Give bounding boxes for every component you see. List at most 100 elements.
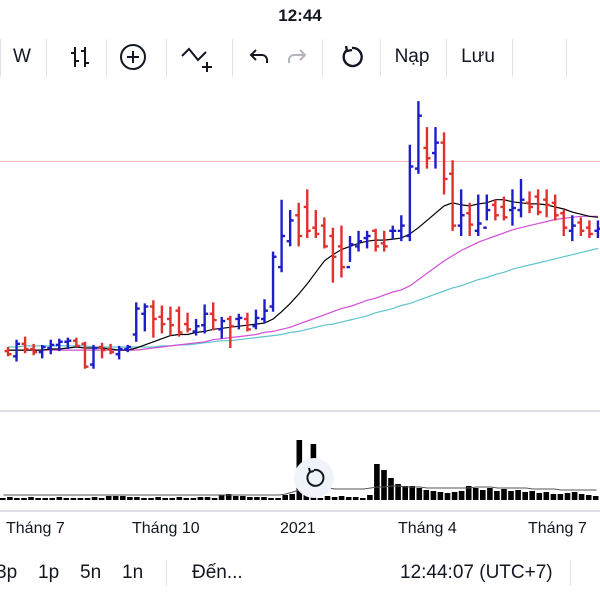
ohlc-bar (226, 315, 234, 348)
volume-bar (317, 498, 324, 500)
volume-bar (247, 497, 253, 500)
volume-bar (232, 496, 239, 500)
volume-bar (571, 492, 578, 500)
plus-circle-icon (120, 44, 146, 70)
ohlc-bar (30, 343, 38, 356)
volume-bar (367, 495, 373, 500)
ohlc-bar (13, 339, 21, 362)
ohlc-bar (543, 189, 551, 218)
volume-bar (204, 497, 211, 500)
volume-bar (480, 490, 486, 500)
toolbar-divider (446, 39, 447, 77)
volume-bar (84, 498, 91, 500)
ohlc-bar (184, 312, 192, 333)
volume-bar (522, 492, 528, 500)
timezone-clock[interactable]: 12:44:07 (UTC+7) (400, 562, 553, 583)
volume-bar (395, 484, 401, 500)
ohlc-bar (346, 236, 354, 269)
volume-bar (374, 464, 380, 500)
volume-bar (529, 491, 535, 500)
reload-icon (342, 45, 363, 68)
volume-bar (240, 496, 246, 500)
ohlc-bar (192, 318, 200, 336)
ohlc-bar (594, 220, 600, 239)
volume-bar (585, 495, 592, 500)
volume-bar (77, 498, 84, 500)
undo-button[interactable] (242, 30, 276, 84)
volume-bar (416, 488, 423, 500)
volume-bar (515, 490, 521, 500)
chart-area[interactable]: Tháng 7 Tháng 10 2021 Tháng 4 Tháng 7 (0, 86, 600, 546)
volume-bar (7, 497, 13, 500)
volume-bar (423, 490, 430, 500)
save-layout-button[interactable]: Lưu (452, 30, 504, 84)
ohlc-bar (577, 217, 585, 236)
reload-button[interactable] (334, 30, 370, 84)
undo-icon (249, 49, 268, 63)
save-label: Lưu (461, 46, 495, 67)
toolbar-divider (566, 39, 567, 77)
drawing-tools-button[interactable] (176, 30, 220, 84)
ohlc-bar (466, 202, 474, 236)
redo-button[interactable] (280, 30, 314, 84)
volume-bar (345, 497, 352, 500)
ohlc-bar (491, 199, 499, 221)
ohlc-bar (209, 302, 217, 331)
ohlc-bar (149, 300, 157, 338)
ohlc-bar (483, 194, 491, 229)
volume-bar (0, 498, 6, 500)
ohlc-bar (372, 228, 380, 252)
volume-bar (564, 493, 571, 500)
volume-bar (42, 498, 48, 500)
load-layout-button[interactable]: Nạp (386, 30, 438, 84)
add-indicator-button[interactable] (112, 30, 154, 84)
ma-slow-line (8, 247, 599, 348)
reset-icon (306, 467, 325, 487)
ohlc-bar (235, 313, 243, 330)
ohlc-bar (47, 339, 55, 355)
volume-bar (338, 496, 345, 500)
volume-bar (21, 498, 27, 500)
status-time: 12:44 (278, 6, 322, 25)
time-axis-label: 2021 (280, 520, 316, 537)
volume-bar (430, 491, 437, 500)
chart-type-button[interactable] (60, 30, 100, 84)
volume-bar (444, 493, 451, 500)
ohlc-bar (201, 304, 209, 334)
ohlc-bar (64, 337, 72, 350)
volume-bar (211, 498, 218, 500)
interval-button[interactable]: W (4, 30, 40, 84)
range-button-3p[interactable]: 3p (0, 562, 18, 583)
ohlc-bar (166, 306, 174, 336)
volume-bar (578, 494, 585, 500)
range-button-1n[interactable]: 1n (122, 562, 144, 583)
range-button-5n[interactable]: 5n (80, 562, 102, 583)
range-button-1p[interactable]: 1p (38, 562, 60, 583)
ohlc-bar (55, 338, 63, 352)
volume-bar (543, 492, 550, 500)
volume-bar (472, 488, 479, 500)
volume-bar (268, 498, 274, 500)
ohlc-bar (72, 337, 80, 348)
time-axis-label: Tháng 7 (528, 520, 587, 537)
volume-bar (176, 497, 183, 500)
toolbar-divider (322, 39, 323, 77)
volume-bar (105, 496, 112, 500)
ohlc-bar (175, 306, 183, 337)
bottom-divider (570, 560, 571, 586)
volume-bar (324, 496, 331, 500)
reset-chart-button[interactable] (294, 458, 334, 498)
goto-date-button[interactable]: Đến... (192, 562, 243, 583)
ohlc-bar (397, 215, 405, 242)
volume-bar (282, 495, 288, 500)
volume-bar (487, 488, 493, 500)
ohlc-bar (414, 101, 422, 174)
ohlc-bar (158, 305, 166, 334)
time-axis-label: Tháng 4 (398, 520, 457, 537)
volume-bar (409, 486, 415, 500)
volume-bar (134, 497, 140, 500)
volume-bar (550, 494, 557, 500)
volume-bar (183, 498, 190, 500)
ohlc-bar (457, 189, 465, 236)
price-chart[interactable]: Tháng 7 Tháng 10 2021 Tháng 4 Tháng 7 (0, 86, 600, 546)
